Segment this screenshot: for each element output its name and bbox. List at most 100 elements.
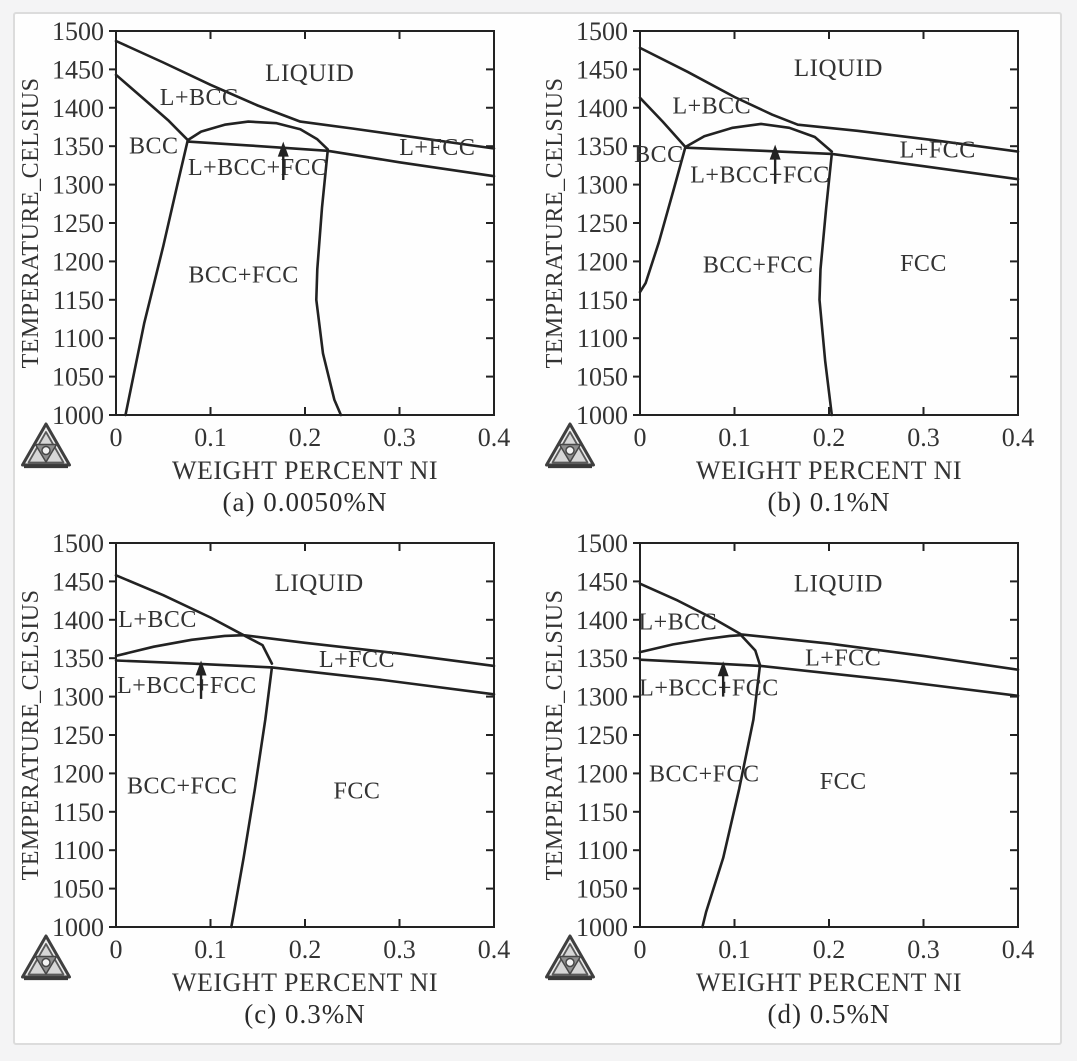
x-axis-label: WEIGHT PERCENT NI (172, 456, 438, 485)
x-tick-label: 0.4 (1002, 423, 1035, 452)
region-label-l-bcc: L+BCC (118, 607, 197, 633)
phase-boundary-liquidus (638, 46, 1020, 153)
phase-diagram-plot-c: 0 0.1 0.2 0.3 0.4 1000 1050 1100 1150 1200 1250 130… (18, 529, 511, 997)
x-axis-label: WEIGHT PERCENT NI (696, 456, 962, 485)
x-tick-label: 0 (110, 423, 123, 452)
x-tick-label: 0.4 (478, 423, 511, 452)
y-tick-label: 1150 (53, 286, 104, 315)
composition-arrow-head (277, 141, 289, 157)
phase-boundary-bcc-solidus (114, 73, 190, 142)
y-tick-label: 1500 (52, 529, 104, 558)
x-tick-label: 0.4 (1002, 935, 1035, 964)
y-tick-label: 1450 (576, 55, 628, 84)
y-tick-label: 1200 (52, 759, 104, 788)
y-tick-label: 1350 (52, 644, 104, 673)
y-tick-label: 1150 (53, 798, 104, 827)
y-tick-label: 1150 (577, 286, 628, 315)
region-label-l-bcc-fcc: L+BCC+FCC (690, 163, 830, 189)
y-tick-label: 1500 (576, 529, 628, 558)
region-label-liquid: LIQUID (265, 60, 354, 87)
x-tick-label: 0 (634, 935, 647, 964)
plot-frame (639, 542, 1019, 928)
y-tick-label: 1400 (52, 94, 104, 123)
phase-diagram-plot-a: 0 0.1 0.2 0.3 0.4 1000 1050 1100 1150 1200 1250 130… (18, 17, 511, 485)
phase-boundary-three-phase-upper (638, 633, 762, 667)
y-tick-label: 1300 (576, 683, 628, 712)
y-tick-label: 1100 (53, 836, 104, 865)
region-label-bcc-fcc: BCC+FCC (649, 761, 759, 787)
panel-caption-b: (b) 0.1%N (767, 487, 891, 517)
y-tick-label: 1150 (577, 798, 628, 827)
y-tick-label: 1050 (52, 875, 104, 904)
x-tick-label: 0.2 (813, 423, 846, 452)
region-label-fcc: FCC (334, 778, 381, 804)
logo-center-dot (565, 957, 575, 968)
phase-diagram-panel-a: 0 0.1 0.2 0.3 0.4 1000 1050 1100 1150 1200 1250 130… (16, 15, 540, 527)
phase-boundary-bcc-fcc-fcc-boundary (701, 663, 762, 929)
region-label-l-bcc: L+BCC (638, 609, 717, 635)
y-tick-label: 1300 (52, 171, 104, 200)
logo-center-dot (565, 445, 575, 456)
y-tick-label: 1250 (52, 209, 104, 238)
region-label-l-bcc-fcc: L+BCC+FCC (188, 155, 328, 181)
y-axis-label: TEMPERATURE_CELSIUS (18, 78, 44, 369)
thermo-calc-triangle-logo (545, 422, 595, 469)
y-tick-label: 1450 (52, 55, 104, 84)
region-label-bcc-fcc: BCC+FCC (127, 774, 237, 800)
region-label-fcc: FCC (820, 769, 867, 795)
x-tick-label: 0.2 (289, 423, 322, 452)
thermo-calc-triangle-logo (545, 934, 595, 981)
y-tick-label: 1250 (576, 209, 628, 238)
logo-center-dot (41, 445, 51, 456)
y-tick-label: 1250 (576, 721, 628, 750)
x-tick-label: 0.4 (478, 935, 511, 964)
y-tick-label: 1350 (576, 644, 628, 673)
y-tick-label: 1350 (52, 132, 104, 161)
thermo-calc-triangle-logo (21, 422, 71, 469)
y-tick-label: 1400 (576, 94, 628, 123)
region-label-bcc: BCC (129, 133, 179, 159)
region-label-l-fcc: L+FCC (319, 647, 395, 673)
phase-diagram-panel-b: 0 0.1 0.2 0.3 0.4 1000 1050 1100 1150 1200 1250 130… (540, 15, 1060, 527)
region-label-l-bcc: L+BCC (160, 85, 239, 111)
phase-boundary-bcc-fcc-fcc-boundary (818, 152, 834, 417)
y-tick-label: 1050 (576, 363, 628, 392)
logo-center-dot (41, 957, 51, 968)
region-label-liquid: LIQUID (275, 570, 364, 597)
y-tick-label: 1200 (576, 759, 628, 788)
y-tick-label: 1350 (576, 132, 628, 161)
composition-arrow-head (195, 660, 207, 676)
y-tick-label: 1250 (52, 721, 104, 750)
region-label-bcc-fcc: BCC+FCC (188, 262, 298, 288)
x-tick-label: 0.1 (194, 423, 227, 452)
x-tick-label: 0.1 (194, 935, 227, 964)
phase-boundary-bcc-left-boundary (638, 145, 687, 294)
y-tick-label: 1450 (576, 567, 628, 596)
region-label-bcc-fcc: BCC+FCC (703, 252, 813, 278)
composition-arrow-head (717, 661, 729, 677)
x-tick-label: 0.1 (718, 935, 751, 964)
y-tick-label: 1000 (576, 913, 628, 942)
panel-caption-a: (a) 0.0050%N (222, 487, 388, 517)
phase-boundary-bcc-solidus (638, 96, 687, 149)
plot-frame (639, 30, 1019, 416)
x-tick-label: 0.3 (907, 935, 940, 964)
x-tick-label: 0.2 (813, 935, 846, 964)
y-axis-label: TEMPERATURE_CELSIUS (18, 590, 44, 881)
phase-diagram-grid: 0 0.1 0.2 0.3 0.4 1000 1050 1100 1150 1200 1250 130… (15, 14, 1060, 1039)
phase-boundary-three-phase-upper (114, 633, 274, 665)
phase-boundary-three-phase-upper (684, 122, 834, 153)
y-axis-label: TEMPERATURE_CELSIUS (542, 590, 568, 881)
x-axis-label: WEIGHT PERCENT NI (172, 968, 438, 997)
y-tick-label: 1000 (52, 913, 104, 942)
y-tick-label: 1450 (52, 567, 104, 596)
x-tick-label: 0.1 (718, 423, 751, 452)
x-tick-label: 0 (110, 935, 123, 964)
phase-diagram-panel-d: 0 0.1 0.2 0.3 0.4 1000 1050 1100 1150 1200 1250 130… (540, 527, 1060, 1039)
y-tick-label: 1000 (52, 401, 104, 430)
y-tick-label: 1400 (576, 606, 628, 635)
phase-boundary-bcc-fcc-fcc-boundary (230, 666, 274, 929)
x-tick-label: 0.3 (907, 423, 940, 452)
y-tick-label: 1100 (53, 324, 104, 353)
y-tick-label: 1100 (577, 324, 628, 353)
